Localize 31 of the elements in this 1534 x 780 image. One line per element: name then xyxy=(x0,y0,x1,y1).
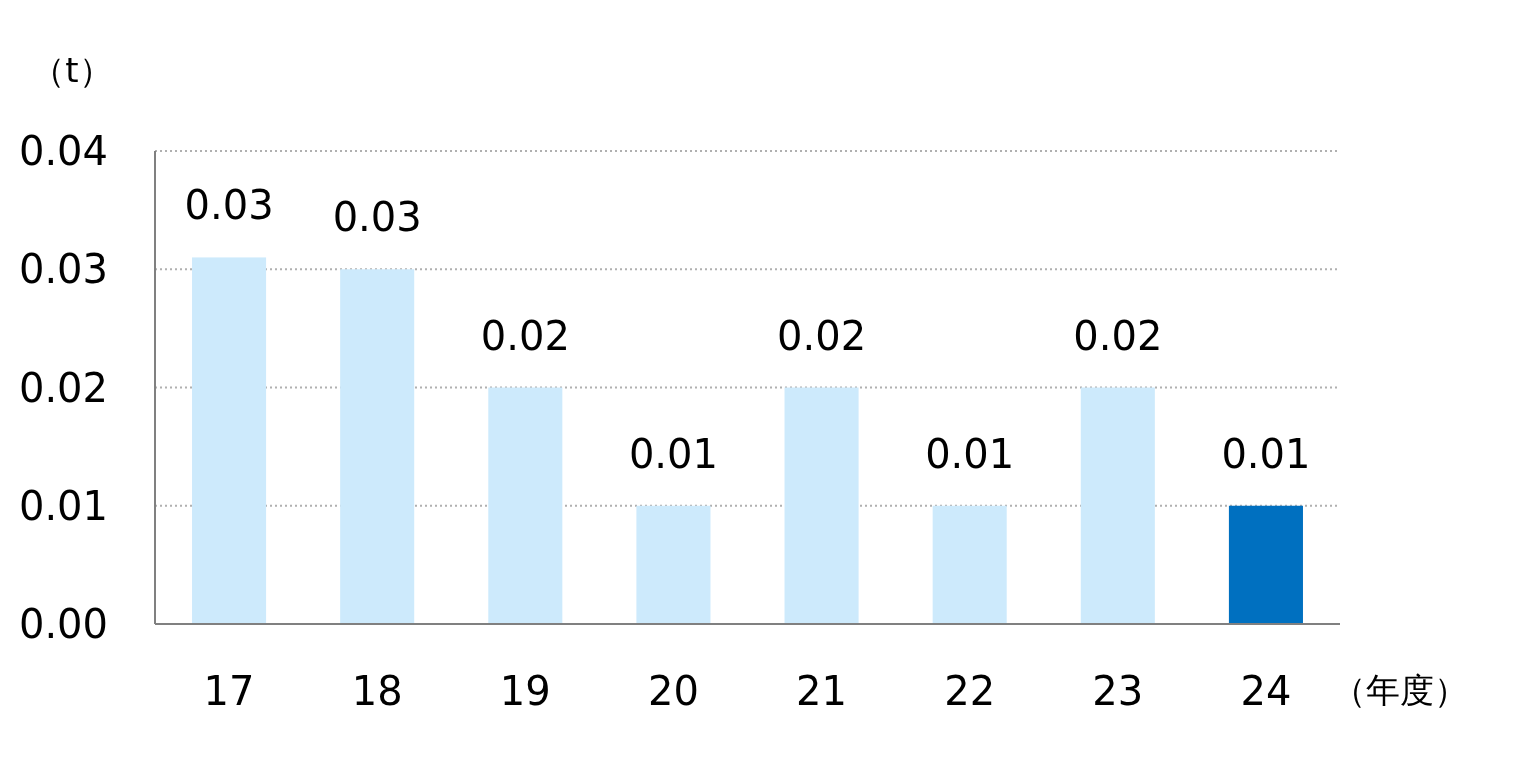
y-tick-label: 0.00 xyxy=(18,601,108,647)
x-tick-label: 22 xyxy=(944,668,996,714)
data-label: 0.02 xyxy=(777,312,867,359)
y-tick-label: 0.03 xyxy=(18,246,108,293)
data-label: 0.03 xyxy=(332,194,422,241)
x-tick-label: 18 xyxy=(351,668,403,714)
y-tick-label: 0.02 xyxy=(18,364,108,411)
x-tick-label: 19 xyxy=(499,668,551,714)
y-tick-label: 0.04 xyxy=(18,128,108,174)
bar xyxy=(636,505,711,624)
bar xyxy=(784,387,859,624)
x-tick-label: 23 xyxy=(1092,668,1144,714)
x-tick-label: 20 xyxy=(647,668,699,714)
bar xyxy=(192,257,267,624)
data-label: 0.02 xyxy=(1073,312,1163,359)
x-tick-label: 24 xyxy=(1240,668,1292,714)
bar xyxy=(1228,505,1303,624)
data-label: 0.03 xyxy=(184,182,274,229)
y-tick-label: 0.01 xyxy=(18,482,108,529)
x-axis-title: （年度） xyxy=(1332,670,1468,710)
bar xyxy=(488,387,563,624)
y-axis-title: （t） xyxy=(31,50,113,90)
x-tick-label: 17 xyxy=(203,668,255,714)
x-tick-label: 21 xyxy=(796,668,848,714)
data-label: 0.01 xyxy=(1221,430,1311,477)
data-label: 0.01 xyxy=(628,430,718,477)
bar xyxy=(932,505,1007,624)
bar xyxy=(1080,387,1155,624)
data-label: 0.01 xyxy=(925,430,1015,477)
bar xyxy=(340,269,415,624)
data-label: 0.02 xyxy=(480,312,570,359)
